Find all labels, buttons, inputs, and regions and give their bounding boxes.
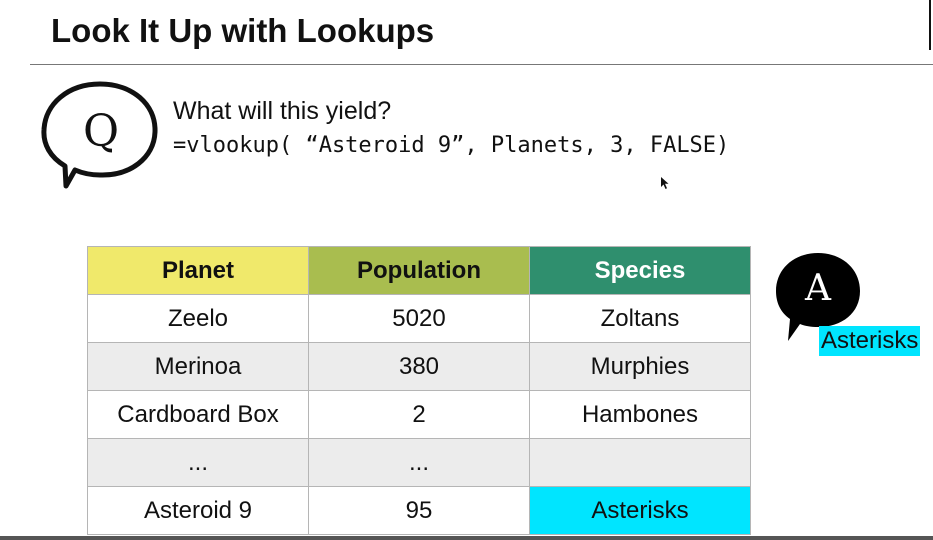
table-row: Merinoa 380 Murphies bbox=[87, 342, 751, 391]
slide-title: Look It Up with Lookups bbox=[51, 12, 435, 49]
table-cell: ... bbox=[308, 438, 530, 487]
table-cell: Hambones bbox=[529, 390, 751, 439]
window-edge-divider bbox=[929, 0, 931, 50]
table-cell: Asteroid 9 bbox=[87, 486, 309, 535]
table-header-row: Planet Population Species bbox=[87, 246, 751, 295]
table-cell: 2 bbox=[308, 390, 530, 439]
question-text: What will this yield? bbox=[173, 97, 392, 125]
answer-badge-letter: A bbox=[804, 268, 832, 309]
column-header-population: Population bbox=[308, 246, 530, 295]
title-divider bbox=[30, 64, 933, 65]
table-row: Asteroid 9 95 Asterisks bbox=[87, 486, 751, 535]
table-cell: Zoltans bbox=[529, 294, 751, 343]
table-cell: Murphies bbox=[529, 342, 751, 391]
table-cell: 5020 bbox=[308, 294, 530, 343]
answer-text: Asterisks bbox=[819, 326, 921, 356]
mouse-cursor-icon bbox=[661, 177, 669, 189]
question-badge-letter: Q bbox=[83, 106, 119, 157]
table-row: ... ... bbox=[87, 438, 751, 487]
table-row: Zeelo 5020 Zoltans bbox=[87, 294, 751, 343]
table-cell bbox=[529, 438, 751, 487]
table-cell: Zeelo bbox=[87, 294, 309, 343]
table-cell: 380 bbox=[308, 342, 530, 391]
table-cell: ... bbox=[87, 438, 309, 487]
answer-speech-bubble-icon: A bbox=[776, 253, 860, 341]
column-header-planet: Planet bbox=[87, 246, 309, 295]
table-cell: Merinoa bbox=[87, 342, 309, 391]
planets-table: Planet Population Species Zeelo 5020 Zol… bbox=[87, 246, 751, 535]
table-row: Cardboard Box 2 Hambones bbox=[87, 390, 751, 439]
question-speech-bubble-icon: Q bbox=[41, 81, 158, 189]
table-cell: Cardboard Box bbox=[87, 390, 309, 439]
formula-text: =vlookup( “Asteroid 9”, Planets, 3, FALS… bbox=[173, 133, 730, 158]
highlighted-result-cell: Asterisks bbox=[529, 486, 751, 535]
column-header-species: Species bbox=[529, 246, 751, 295]
table-cell: 95 bbox=[308, 486, 530, 535]
bottom-edge-bar bbox=[0, 536, 933, 540]
